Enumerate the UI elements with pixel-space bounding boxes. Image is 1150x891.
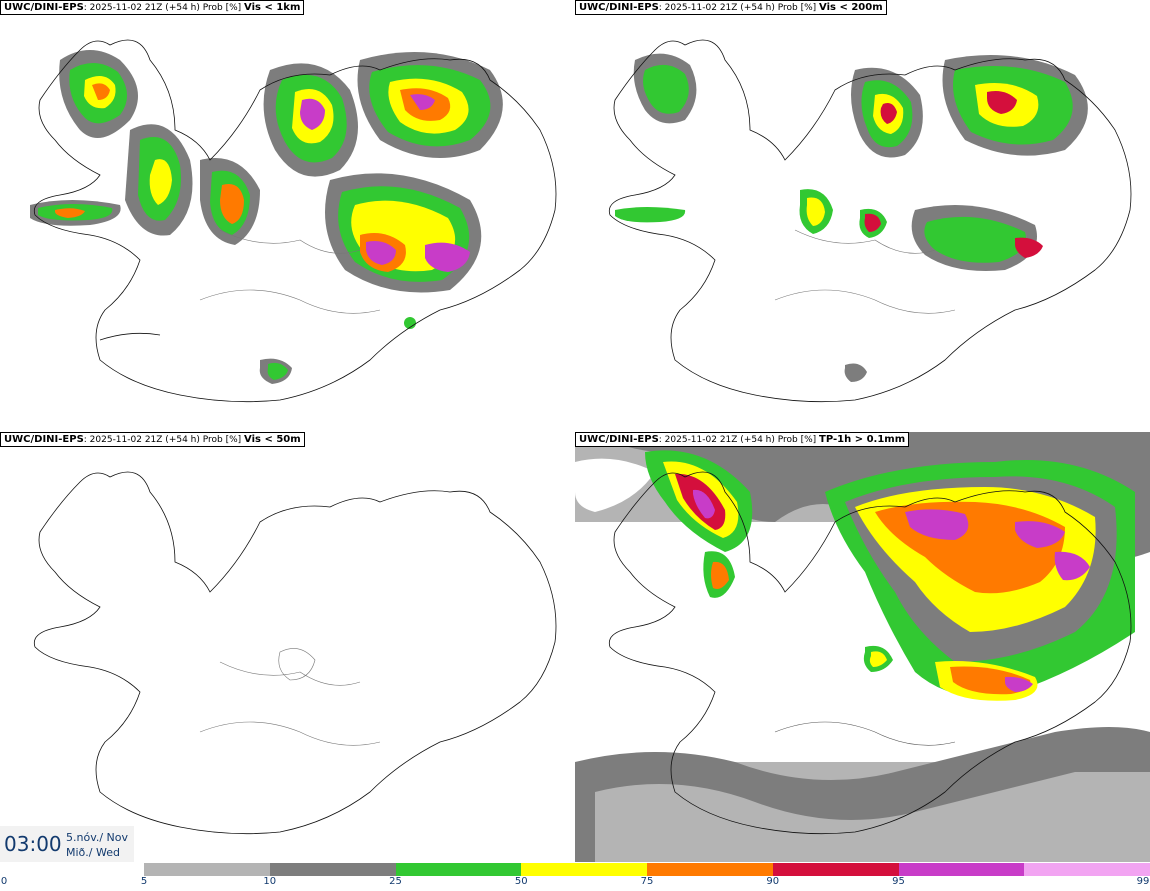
panel-title: UWC/DINI-EPS: 2025-11-02 21Z (+54 h) Pro… bbox=[0, 432, 305, 447]
probability-colorbar bbox=[144, 863, 1150, 876]
colorbar-segment bbox=[647, 863, 773, 876]
colorbar-segment bbox=[1024, 863, 1150, 876]
iceland-outline bbox=[608, 471, 1132, 835]
colorbar-tick-label: 25 bbox=[389, 876, 402, 887]
panel-title: UWC/DINI-EPS: 2025-11-02 21Z (+54 h) Pro… bbox=[575, 432, 910, 447]
colorbar-segment bbox=[144, 863, 270, 876]
panel-title: UWC/DINI-EPS: 2025-11-02 21Z (+54 h) Pro… bbox=[575, 0, 887, 15]
iceland-outline bbox=[33, 39, 557, 403]
colorbar-tick-label: 90 bbox=[766, 876, 780, 887]
colorbar-tick-label: 75 bbox=[640, 876, 654, 887]
iceland-outline bbox=[608, 39, 1132, 403]
map-vis-50m bbox=[33, 471, 557, 835]
colorbar-tick-label: 5 bbox=[140, 876, 148, 887]
map-panel-vis-200m: UWC/DINI-EPS: 2025-11-02 21Z (+54 h) Pro… bbox=[575, 0, 1150, 430]
map-panel-vis-1km: UWC/DINI-EPS: 2025-11-02 21Z (+54 h) Pro… bbox=[0, 0, 575, 430]
colorbar-segment bbox=[521, 863, 647, 876]
map-panel-vis-50m: UWC/DINI-EPS: 2025-11-02 21Z (+54 h) Pro… bbox=[0, 432, 575, 862]
valid-weekday: Mið./ Wed bbox=[66, 846, 120, 859]
colorbar-tick-label: 95 bbox=[892, 876, 905, 887]
map-vis-1km bbox=[30, 39, 557, 403]
valid-date: 5.nóv./ Nov bbox=[66, 831, 129, 844]
colorbar-segment bbox=[772, 863, 899, 876]
colorbar-segment bbox=[395, 863, 522, 876]
probability-field bbox=[575, 432, 1150, 862]
colorbar-tick-label: 0 bbox=[0, 876, 8, 887]
probability-field bbox=[30, 50, 503, 384]
probability-field bbox=[615, 53, 1088, 382]
map-tp-1h bbox=[575, 432, 1150, 862]
colorbar-tick-label: 99 bbox=[1136, 876, 1150, 887]
valid-time: 03:00 bbox=[4, 832, 62, 856]
colorbar-segment bbox=[898, 863, 1025, 876]
map-vis-200m bbox=[608, 39, 1132, 403]
colorbar-segment bbox=[269, 863, 396, 876]
map-panel-tp-1h: UWC/DINI-EPS: 2025-11-02 21Z (+54 h) Pro… bbox=[575, 432, 1150, 862]
panel-title: UWC/DINI-EPS: 2025-11-02 21Z (+54 h) Pro… bbox=[0, 0, 305, 15]
colorbar-tick-label: 50 bbox=[514, 876, 528, 887]
colorbar-tick-label: 10 bbox=[263, 876, 277, 887]
valid-time-box: 03:00 5.nóv./ Nov Mið./ Wed bbox=[0, 826, 134, 862]
iceland-outline bbox=[33, 471, 557, 835]
colorbar-ticks: 0 5 10 25 50 75 90 95 99 bbox=[0, 876, 1150, 890]
